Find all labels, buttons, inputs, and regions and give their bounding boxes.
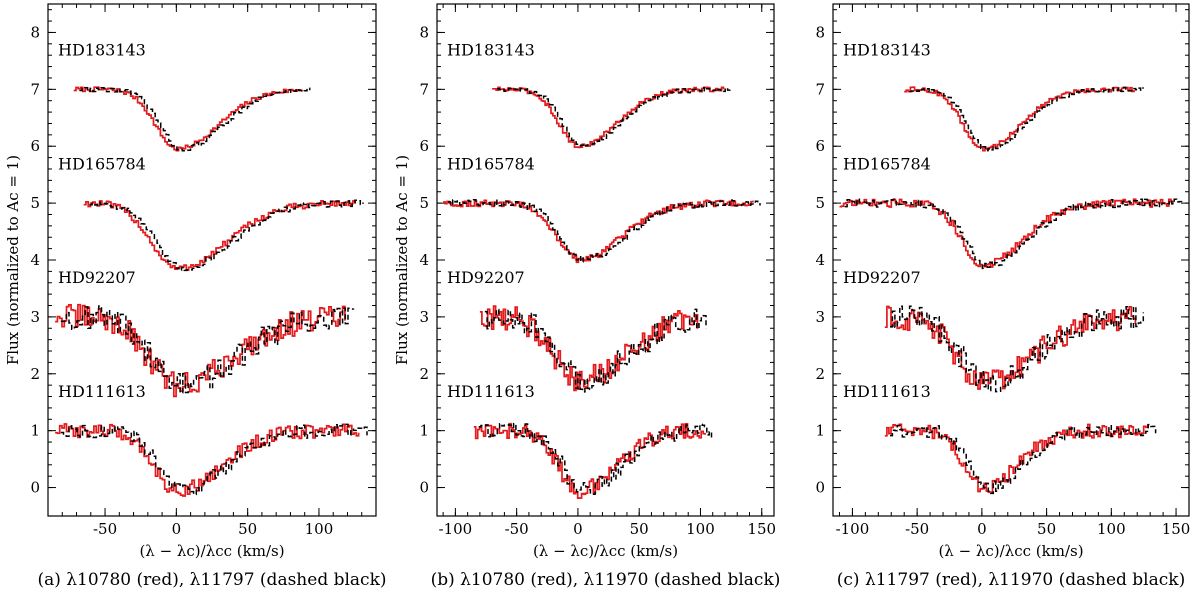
plot-frame — [436, 3, 775, 517]
spectrum-red — [492, 86, 725, 149]
star-label: HD92207 — [447, 268, 525, 287]
spectrum-dashed-black — [890, 423, 1157, 495]
spectrum-dashed-black — [497, 86, 731, 148]
panel-1: -50 0 50 100 0 1 2 3 4 5 6 7 8 (λ − λc)/λcc (km/s) Flu… — [4, 3, 387, 590]
spectrum-dashed-black — [448, 198, 761, 263]
y-tick-label: 0 — [30, 479, 40, 497]
spectrum-red — [884, 305, 1137, 390]
x-tick-label: 0 — [977, 520, 987, 538]
x-tick-label: 0 — [172, 520, 182, 538]
spectrum-red — [904, 86, 1135, 152]
star-label: HD183143 — [447, 41, 535, 60]
y-tick-label: 8 — [815, 23, 825, 41]
x-tick-label: 50 — [238, 520, 257, 538]
y-tick-label: 6 — [815, 137, 825, 155]
spectrum-red — [839, 198, 1174, 268]
spectrum-red — [884, 423, 1149, 494]
star-label: HD165784 — [58, 154, 146, 173]
y-tick-label: 5 — [815, 194, 825, 212]
x-tick-label: 100 — [305, 520, 334, 538]
x-tick-label: 0 — [573, 520, 583, 538]
y-tick-label: 2 — [815, 365, 825, 383]
x-tick-label: -50 — [93, 520, 117, 538]
y-tick-label: 1 — [30, 422, 40, 440]
y-axis-label: Flux (normalized to Ac = 1) — [393, 155, 411, 365]
x-tick-label: 100 — [1097, 520, 1126, 538]
panel-caption: (b) λ10780 (red), λ11970 (dashed black) — [431, 570, 781, 590]
star-label: HD183143 — [58, 41, 146, 60]
star-label: HD111613 — [843, 382, 931, 401]
star-label: HD111613 — [447, 382, 535, 401]
y-tick-label: 6 — [30, 137, 40, 155]
star-label: HD92207 — [58, 268, 136, 287]
star-label: HD92207 — [843, 268, 921, 287]
star-label: HD111613 — [58, 382, 146, 401]
x-tick-label: 50 — [630, 520, 649, 538]
x-tick-label: 100 — [686, 520, 715, 538]
y-axis-label: Flux (normalized to Ac = 1) — [4, 155, 22, 365]
spectrum-dashed-black — [909, 86, 1144, 152]
spectrum-dashed-black — [890, 305, 1145, 393]
y-tick-label: 4 — [815, 251, 825, 269]
spectrum-red — [479, 305, 699, 392]
y-tick-label: 5 — [419, 194, 429, 212]
y-tick-label: 7 — [815, 80, 825, 98]
x-tick-label: -50 — [505, 520, 529, 538]
panel-2: -100 -50 0 50 100 150 0 1 2 3 4 5 6 7 8 (λ − λc)/λcc (k… — [393, 3, 781, 590]
y-tick-label: 1 — [815, 422, 825, 440]
x-tick-label: 150 — [747, 520, 776, 538]
y-tick-label: 5 — [30, 194, 40, 212]
y-tick-label: 3 — [30, 308, 40, 326]
y-tick-label: 4 — [419, 251, 429, 269]
y-tick-label: 8 — [419, 23, 429, 41]
spectrum-dashed-black — [89, 199, 364, 272]
star-label: HD165784 — [843, 154, 931, 173]
x-tick-label: -50 — [905, 520, 929, 538]
star-label: HD183143 — [843, 41, 931, 60]
spectrum-red — [473, 422, 706, 499]
y-tick-label: 2 — [419, 365, 429, 383]
y-tick-label: 7 — [30, 80, 40, 98]
panel-caption: (c) λ11797 (red), λ11970 (dashed black) — [837, 570, 1185, 590]
plot-frame — [832, 3, 1190, 517]
spectrum-dashed-black — [60, 423, 368, 496]
y-tick-label: 2 — [30, 365, 40, 383]
y-tick-label: 0 — [419, 479, 429, 497]
spectrum-red — [55, 423, 360, 497]
plot-frame — [47, 3, 377, 517]
x-axis-label: (λ − λc)/λcc (km/s) — [533, 542, 678, 560]
spectrum-dashed-black — [484, 308, 707, 393]
x-tick-label: -100 — [836, 520, 870, 538]
y-tick-label: 7 — [419, 80, 429, 98]
star-label: HD165784 — [447, 154, 535, 173]
spectrum-dashed-black — [844, 198, 1183, 270]
x-tick-label: -100 — [439, 520, 473, 538]
y-tick-label: 3 — [419, 308, 429, 326]
spectrum-dashed-black — [478, 422, 713, 495]
y-tick-label: 0 — [815, 479, 825, 497]
x-axis-label: (λ − λc)/λcc (km/s) — [938, 542, 1083, 560]
x-tick-label: 50 — [1037, 520, 1056, 538]
y-tick-label: 1 — [419, 422, 429, 440]
y-tick-label: 8 — [30, 23, 40, 41]
y-tick-label: 3 — [815, 308, 825, 326]
panel-3: -100 -50 0 50 100 150 0 1 2 3 4 5 6 7 8 (λ − λc)/λcc (k… — [815, 3, 1191, 590]
x-tick-label: 150 — [1162, 520, 1191, 538]
spectrum-dashed-black — [79, 87, 311, 152]
spectrum-dashed-black — [60, 305, 355, 394]
y-tick-label: 4 — [30, 251, 40, 269]
y-tick-label: 6 — [419, 137, 429, 155]
spectrum-red — [73, 86, 303, 152]
x-axis-label: (λ − λc)/λcc (km/s) — [139, 542, 284, 560]
panel-caption: (a) λ10780 (red), λ11797 (dashed black) — [37, 570, 386, 590]
spectrum-red — [83, 200, 357, 271]
